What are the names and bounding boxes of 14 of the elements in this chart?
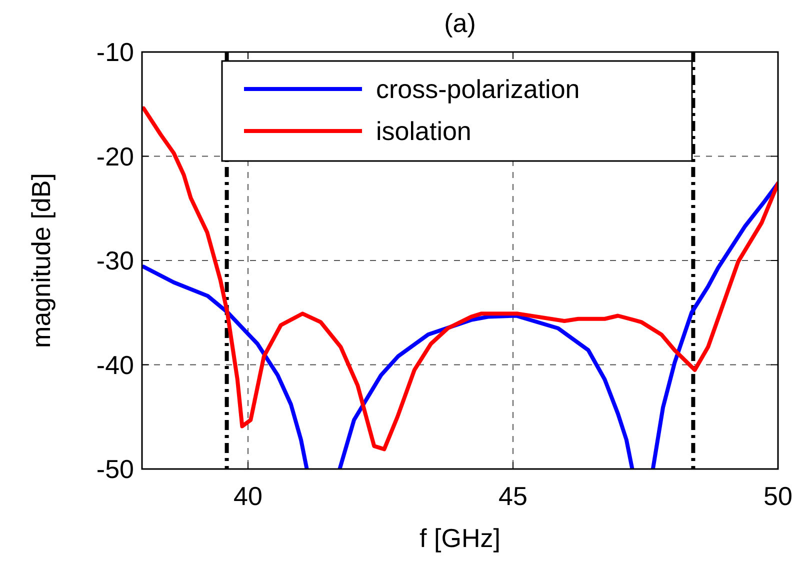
y-axis-title: magnitude [dB] bbox=[26, 173, 56, 348]
x-tick-label: 40 bbox=[234, 481, 262, 511]
x-tick-label: 50 bbox=[764, 481, 792, 511]
x-axis-title: f [GHz] bbox=[420, 523, 500, 553]
x-tick-label: 45 bbox=[498, 481, 528, 511]
y-tick-label: -50 bbox=[96, 454, 134, 484]
chart-title: (a) bbox=[444, 8, 476, 38]
y-tick-label: -40 bbox=[96, 350, 134, 380]
y-tick-label: -20 bbox=[96, 141, 134, 172]
line-series bbox=[142, 106, 778, 452]
y-tick-label: -10 bbox=[96, 37, 134, 68]
legend-label: isolation bbox=[376, 116, 472, 146]
legend-label: cross-polarization bbox=[376, 74, 580, 104]
y-tick-label: -30 bbox=[96, 246, 134, 276]
